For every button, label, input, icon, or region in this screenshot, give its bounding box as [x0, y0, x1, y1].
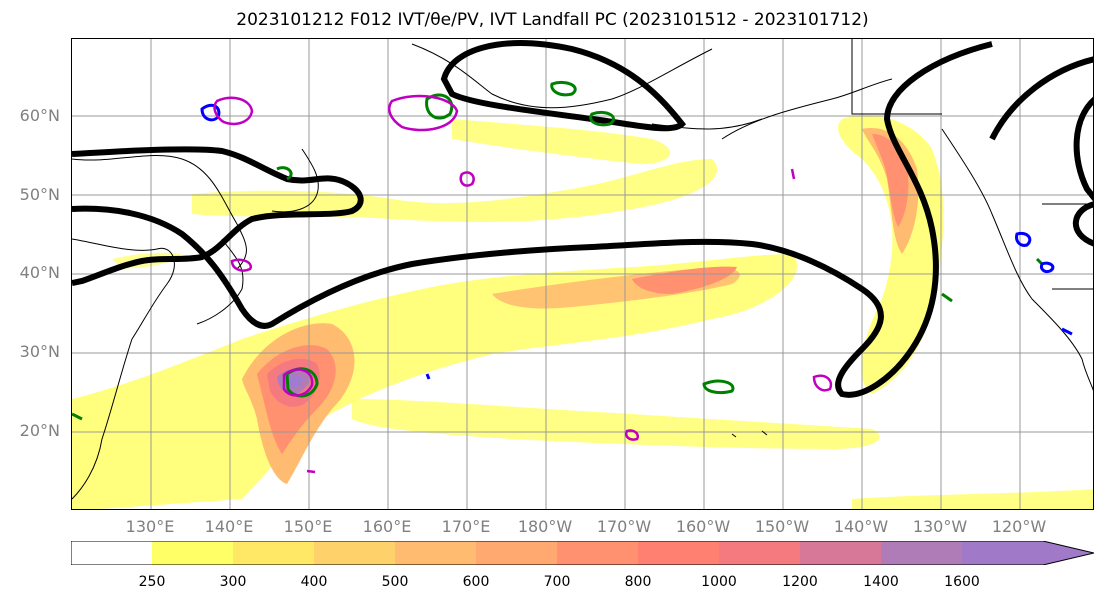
- colorbar-segment-3: [314, 541, 395, 565]
- colorbar-tick-500: 500: [381, 574, 409, 590]
- colorbar-tick-400: 400: [300, 574, 328, 590]
- lon-label-170w: 170°W: [596, 517, 652, 536]
- lon-label-180w: 180°W: [517, 517, 573, 536]
- lon-label-160w: 160°W: [675, 517, 731, 536]
- colorbar-segment-5: [476, 541, 557, 565]
- map-panel: [71, 38, 1094, 510]
- lon-label-130e: 130°E: [125, 517, 175, 536]
- pc-contours: [72, 40, 1093, 398]
- colorbar-segment-10: [881, 541, 962, 565]
- chart-title: 2023101212 F012 IVT/θe/PV, IVT Landfall …: [0, 10, 1105, 30]
- coastlines: [72, 39, 1093, 500]
- colorbar-tick-1000: 1000: [701, 574, 737, 590]
- colorbar-segment-4: [395, 541, 476, 565]
- colorbar-tick-1400: 1400: [863, 574, 899, 590]
- lon-label-140w: 140°W: [833, 517, 889, 536]
- lon-label-150w: 150°W: [754, 517, 810, 536]
- lon-label-120w: 120°W: [991, 517, 1047, 536]
- lat-label-20n: 20°N: [19, 421, 60, 440]
- colorbar-segment-11: [962, 541, 1043, 565]
- colorbar-tick-700: 700: [543, 574, 571, 590]
- lat-label-50n: 50°N: [19, 185, 60, 204]
- lon-label-170e: 170°E: [441, 517, 491, 536]
- colorbar-segment-2: [233, 541, 314, 565]
- colorbar-tick-1600: 1600: [944, 574, 980, 590]
- colorbar-tick-300: 300: [219, 574, 247, 590]
- colorbar-tick-600: 600: [462, 574, 490, 590]
- colorbar-segment-1: [152, 541, 233, 565]
- chart-title-text: 2023101212 F012 IVT/θe/PV, IVT Landfall …: [236, 10, 869, 30]
- colorbar-tick-800: 800: [624, 574, 652, 590]
- theta-e-contours: [72, 80, 1044, 421]
- lat-label-60n: 60°N: [19, 106, 60, 125]
- map-canvas: [72, 39, 1093, 509]
- colorbar-segment-0: [71, 541, 152, 565]
- lon-label-130w: 130°W: [912, 517, 968, 536]
- colorbar-segment-7: [638, 541, 719, 565]
- lon-label-160e: 160°E: [362, 517, 412, 536]
- colorbar-tick-1200: 1200: [782, 574, 818, 590]
- colorbar-segment-6: [557, 541, 638, 565]
- colorbar-extend-arrow: [1043, 541, 1094, 565]
- lon-label-140e: 140°E: [204, 517, 254, 536]
- colorbar-tick-250: 250: [138, 574, 166, 590]
- pv-alt-contours: [213, 94, 833, 474]
- colorbar-segment-8: [719, 541, 800, 565]
- lat-label-40n: 40°N: [19, 263, 60, 282]
- lon-label-150e: 150°E: [283, 517, 333, 536]
- colorbar-segment-9: [800, 541, 881, 565]
- colorbar: [71, 541, 1094, 565]
- lat-label-30n: 30°N: [19, 342, 60, 361]
